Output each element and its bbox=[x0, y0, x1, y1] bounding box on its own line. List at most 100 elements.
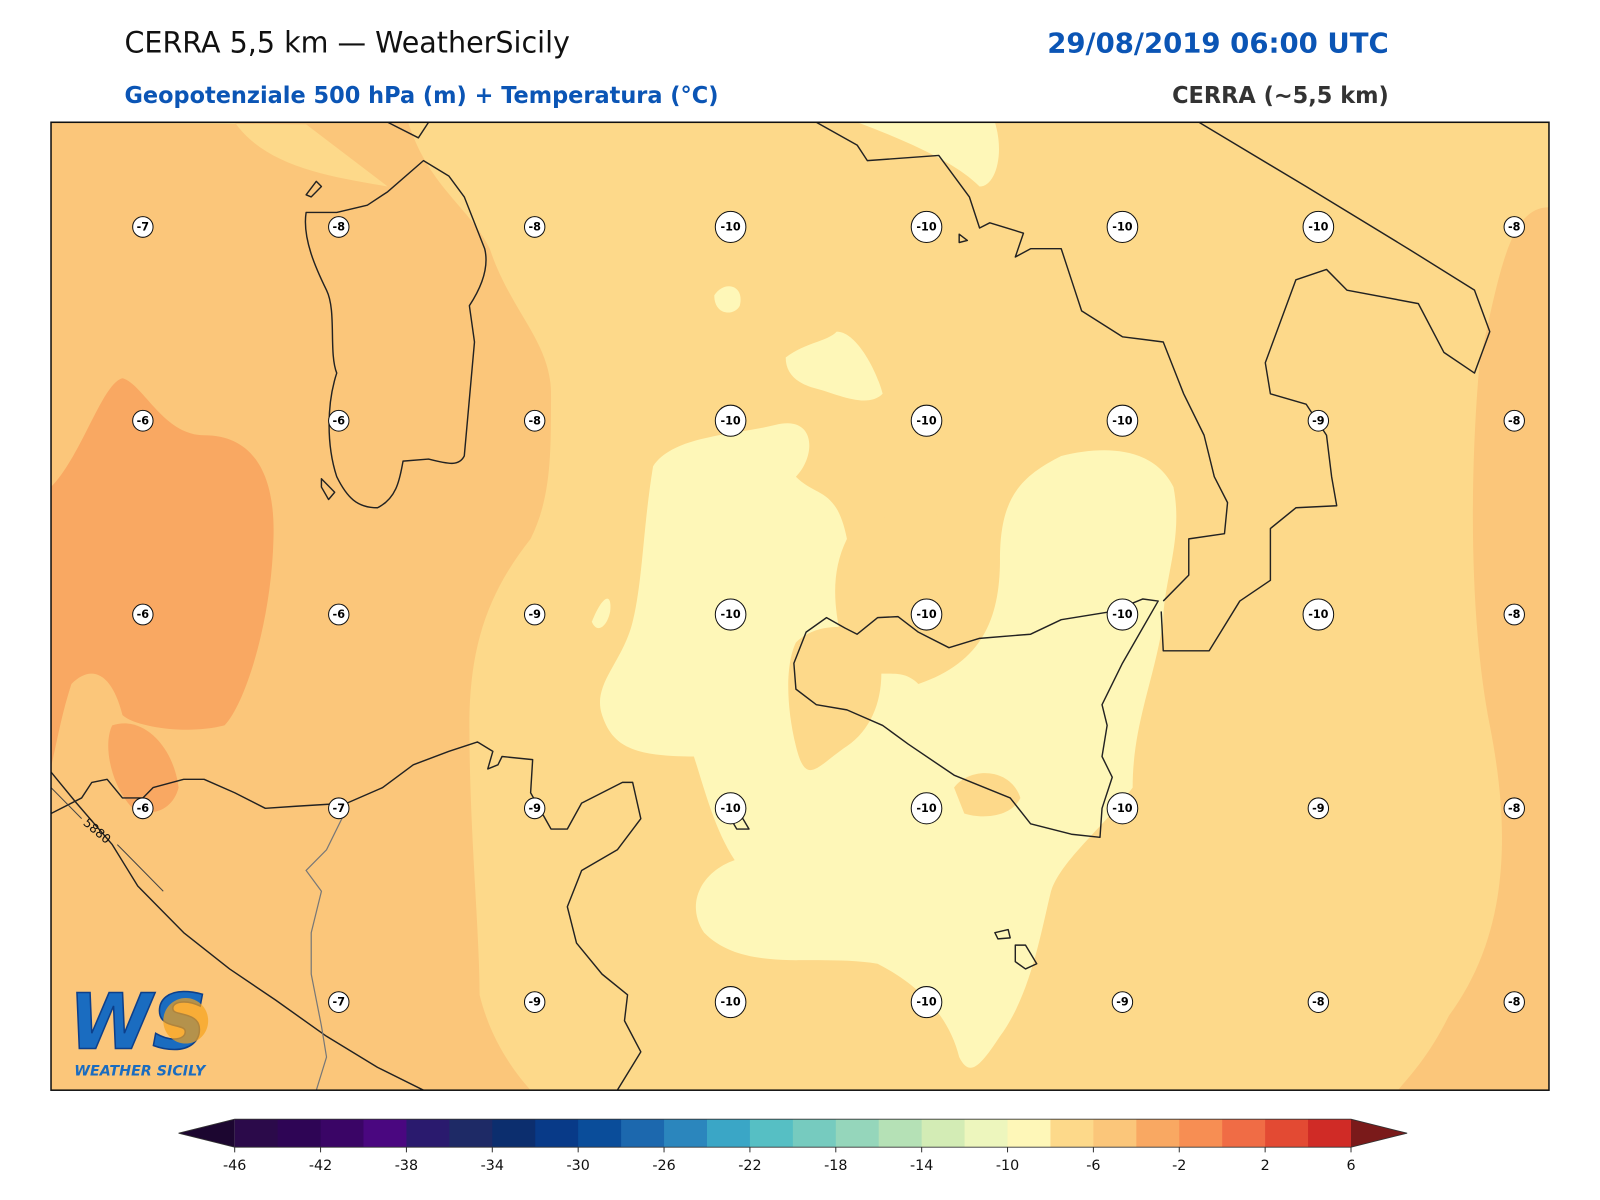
temperature-label: -7 bbox=[333, 802, 345, 815]
logo-sun bbox=[163, 997, 209, 1044]
label-ring bbox=[132, 603, 154, 626]
colorbar-bin bbox=[835, 1119, 880, 1148]
colorbar-bin bbox=[535, 1119, 579, 1148]
label-ring bbox=[1503, 216, 1525, 238]
logo: WS WEATHER SICILY bbox=[68, 976, 209, 1080]
temperature-label: -10 bbox=[916, 608, 936, 621]
temperature-label: -10 bbox=[720, 996, 740, 1009]
label-ring bbox=[132, 216, 154, 238]
zone bbox=[788, 626, 882, 771]
label-ring bbox=[714, 210, 747, 244]
map-frame bbox=[50, 121, 1550, 1091]
label-ring bbox=[714, 404, 747, 437]
label-ring bbox=[910, 598, 943, 631]
colorbar-tick-label: 2 bbox=[1261, 1158, 1270, 1174]
colorbar-bin bbox=[621, 1119, 665, 1148]
isohypse bbox=[51, 787, 164, 892]
temperature-label: -6 bbox=[137, 608, 150, 621]
temperature-label: -9 bbox=[1312, 414, 1325, 427]
map: 5880 -7 -8 -8 -10 -10 -10 -10 -8-6 -6 -8 -10 -10 -10… bbox=[51, 122, 1549, 1091]
logo-mark: WS bbox=[69, 977, 207, 1067]
temperature-label: -8 bbox=[1508, 608, 1521, 621]
label-ring bbox=[910, 210, 943, 244]
label-ring bbox=[910, 792, 943, 825]
label-ring bbox=[1503, 797, 1525, 820]
cold-zone bbox=[591, 598, 611, 629]
colorbar-bin bbox=[921, 1119, 966, 1148]
station-labels: -7 -8 -8 -10 -10 -10 -10 -8 -6 -6 -8 -10 -10 -10 -9 -8 -… bbox=[132, 210, 1525, 1019]
label-ring bbox=[1106, 792, 1139, 825]
temperature-label: -10 bbox=[720, 608, 740, 621]
colorbar-bin bbox=[234, 1119, 279, 1148]
colorbar-bin bbox=[1007, 1119, 1051, 1148]
colorbar-extend-low bbox=[178, 1119, 235, 1148]
colorbar-tick-label: 6 bbox=[1346, 1158, 1355, 1174]
label-ring bbox=[1307, 797, 1330, 820]
temperature-label: -10 bbox=[1112, 414, 1132, 427]
label-ring bbox=[328, 797, 350, 820]
colorbar-tick-label: -18 bbox=[824, 1158, 847, 1174]
label-ring bbox=[523, 603, 546, 626]
label-ring bbox=[132, 797, 154, 820]
label-ring bbox=[1307, 991, 1330, 1013]
temperature-label: -10 bbox=[916, 802, 936, 815]
colorbar-bin bbox=[492, 1119, 536, 1148]
colorbar: -46 -42 -38 -34 -30 -26 -22 -18 -14 -10 -6 -2 2 6 bbox=[178, 1118, 1408, 1174]
temperature-label: -8 bbox=[528, 220, 541, 233]
temperature-label: -10 bbox=[720, 802, 740, 815]
colorbar-extend-high bbox=[1351, 1119, 1408, 1148]
temperature-label: -8 bbox=[1508, 414, 1521, 427]
zone bbox=[954, 773, 1021, 817]
colorbar-bin bbox=[449, 1119, 493, 1148]
temperature-label: -6 bbox=[137, 802, 150, 815]
colorbar-bin bbox=[878, 1119, 923, 1148]
model-label: CERRA (~5,5 km) bbox=[1172, 83, 1389, 109]
label-ring bbox=[714, 986, 747, 1019]
temperature-label: -9 bbox=[528, 608, 541, 621]
temperature-label: -7 bbox=[137, 220, 149, 233]
label-ring bbox=[328, 216, 350, 238]
temperature-label: -8 bbox=[1508, 802, 1521, 815]
colorbar-bin bbox=[1136, 1119, 1180, 1148]
colorbar-bin bbox=[406, 1119, 450, 1148]
subtitle: Geopotenziale 500 hPa (m) + Temperatura … bbox=[124, 83, 718, 109]
label-ring bbox=[328, 409, 350, 432]
colorbar-tick-label: -14 bbox=[910, 1158, 933, 1174]
colorbar-tick-label: -2 bbox=[1172, 1158, 1186, 1174]
colorbar-bin bbox=[749, 1119, 794, 1148]
datetime: 29/08/2019 06:00 UTC bbox=[1047, 26, 1389, 59]
temperature-label: -9 bbox=[528, 996, 541, 1009]
warm-core bbox=[108, 723, 179, 813]
coastline bbox=[815, 122, 1491, 652]
colorbar-tick-label: -46 bbox=[223, 1158, 246, 1174]
temperature-label: -10 bbox=[720, 414, 740, 427]
temperature-label: -9 bbox=[1116, 996, 1129, 1009]
colorbar-tick-label: -10 bbox=[996, 1158, 1019, 1174]
zone bbox=[883, 497, 944, 585]
cold-zone bbox=[785, 331, 883, 401]
colorbar-bin bbox=[792, 1119, 837, 1148]
temperature-label: -9 bbox=[528, 802, 541, 815]
colorbar-bin bbox=[578, 1119, 622, 1148]
temperature-label: -10 bbox=[916, 996, 936, 1009]
label-ring bbox=[523, 991, 546, 1013]
label-ring bbox=[1503, 409, 1525, 432]
title: CERRA 5,5 km — WeatherSicily bbox=[124, 25, 569, 59]
label-ring bbox=[1503, 603, 1525, 626]
colorbar-tick-label: -30 bbox=[567, 1158, 590, 1174]
colorbar-tick-label: -42 bbox=[309, 1158, 332, 1174]
colorbar-bin bbox=[706, 1119, 751, 1148]
label-ring bbox=[910, 404, 943, 437]
label-ring bbox=[523, 797, 546, 820]
colorbar-bin bbox=[664, 1119, 708, 1148]
cold-zone bbox=[714, 286, 741, 313]
zone bbox=[51, 122, 388, 187]
label-ring bbox=[1111, 991, 1134, 1013]
label-ring bbox=[714, 792, 747, 825]
label-ring bbox=[523, 409, 546, 432]
border bbox=[305, 808, 348, 1091]
temperature-label: -8 bbox=[1508, 996, 1521, 1009]
colorbar-bin bbox=[1179, 1119, 1223, 1148]
colorbar-bin bbox=[1265, 1119, 1309, 1148]
